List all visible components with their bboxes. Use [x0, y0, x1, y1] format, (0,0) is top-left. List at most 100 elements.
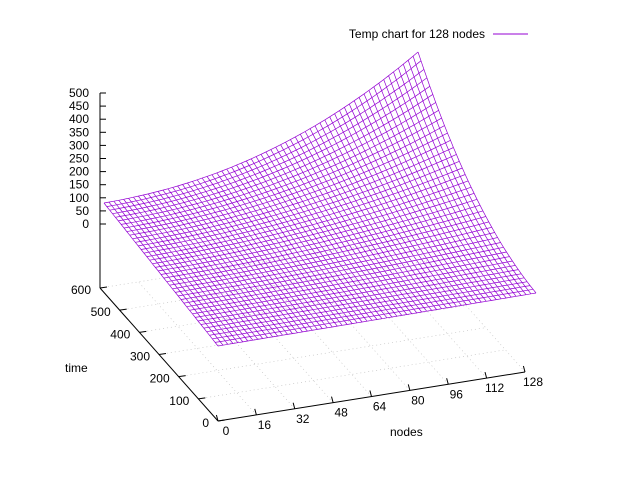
surface-line-nodes [162, 189, 278, 337]
surface-line-nodes [280, 144, 398, 317]
y-tick-mark [99, 286, 108, 289]
z-tick-label: 350 [69, 125, 89, 139]
surface-line-time [109, 69, 425, 211]
x-tick-label: 0 [223, 424, 230, 438]
surface-line-nodes [118, 200, 234, 344]
axes [99, 92, 526, 422]
legend: Temp chart for 128 nodes [349, 27, 528, 41]
surface-line-nodes [388, 75, 507, 299]
surface-line-nodes [255, 156, 373, 321]
surface-line-nodes [407, 60, 527, 295]
surface-line-nodes [412, 55, 532, 295]
surface-line-nodes [246, 160, 363, 323]
z-tick-label: 500 [69, 86, 89, 100]
x-tick-mark [446, 378, 449, 385]
y-tick-mark [198, 397, 206, 400]
surface-line-nodes [196, 179, 313, 331]
surface-line-nodes [147, 193, 263, 339]
surface-line-nodes [348, 103, 467, 305]
surface-mesh [103, 51, 537, 347]
z-tick-label: 0 [82, 217, 89, 231]
surface-line-nodes [128, 198, 244, 343]
tick-labels: 0 16 32 48 64 80 96 112 128010020030040050060005… [69, 86, 543, 438]
surface-line-time [106, 60, 422, 207]
surface-line-nodes [250, 158, 368, 322]
surface-line-nodes [383, 79, 502, 300]
surface-line-nodes [299, 134, 418, 314]
z-tick-label: 200 [69, 165, 89, 179]
surface-line-nodes [133, 196, 249, 342]
y-tick-mark [178, 375, 186, 378]
x-tick-mark [407, 384, 411, 391]
surface-line-nodes [216, 172, 333, 328]
surface-line-nodes [402, 63, 522, 296]
surface-line-nodes [177, 185, 293, 334]
surface-line-nodes [329, 116, 447, 309]
surface-line-nodes [339, 110, 457, 307]
surface-line-nodes [187, 182, 303, 333]
surface-line-nodes [211, 174, 328, 329]
surface-line-time [197, 265, 516, 322]
surface-line-nodes [270, 149, 388, 319]
surface-line-nodes [167, 188, 283, 336]
surface-line-nodes [172, 187, 288, 335]
x-tick-label: 96 [450, 387, 464, 401]
surface-line-nodes [309, 128, 427, 312]
surface-line-nodes [314, 125, 432, 311]
x-tick-label: 48 [334, 406, 348, 420]
surface-line-nodes [113, 200, 229, 345]
surface-line-nodes [393, 71, 512, 298]
y-tick-mark [217, 419, 226, 422]
y-tick-label: 600 [71, 283, 91, 297]
surface-line-nodes [241, 162, 358, 324]
x-tick-mark [331, 396, 334, 403]
surface-line-nodes [231, 167, 348, 325]
surface-line-nodes [334, 113, 452, 308]
z-tick-label: 400 [69, 112, 89, 126]
y-tick-label: 200 [150, 372, 170, 386]
x-tick-mark [292, 402, 296, 409]
z-tick-label: 250 [69, 152, 89, 166]
surface-line-nodes [157, 191, 273, 338]
surface-line-time [195, 260, 513, 318]
surface-line-nodes [344, 107, 462, 306]
surface-line-nodes [363, 93, 482, 303]
surface-line-nodes [221, 170, 338, 327]
surface-line-nodes [192, 181, 308, 332]
surface-line-nodes [260, 154, 378, 320]
z-tick-label: 300 [69, 138, 89, 152]
surface-line-nodes [108, 201, 224, 346]
z-tick-label: 50 [76, 204, 90, 218]
grid-line-y [178, 327, 486, 377]
y-tick-label: 0 [202, 416, 209, 430]
surface-line-nodes [182, 184, 298, 334]
surface-line-nodes [324, 119, 442, 309]
legend-label: Temp chart for 128 nodes [349, 27, 485, 41]
surface-line-nodes [201, 177, 318, 330]
z-tick-label: 450 [69, 99, 89, 113]
x-axis-label: nodes [390, 425, 423, 439]
surface-line-nodes [275, 147, 393, 318]
z-tick-label: 100 [69, 191, 89, 205]
grid-line-x [406, 238, 526, 373]
y-tick-mark [119, 308, 127, 311]
surface-line-nodes [103, 202, 219, 347]
surface-line-nodes [353, 100, 472, 305]
x-tick-mark [254, 408, 257, 416]
y-tick-mark [158, 353, 167, 355]
y-tick-label: 300 [130, 350, 150, 364]
y-axis-label: time [65, 361, 88, 375]
x-tick-mark [369, 390, 372, 397]
surface-line-nodes [373, 86, 492, 301]
surface-line-nodes [304, 131, 422, 313]
y-tick-label: 500 [91, 305, 111, 319]
x-tick-label: 128 [523, 375, 543, 389]
surface-line-nodes [138, 195, 254, 341]
x-tick-label: 112 [485, 381, 504, 395]
surface-line-nodes [417, 51, 537, 294]
surface-line-nodes [398, 67, 517, 297]
surface-line-nodes [294, 136, 413, 314]
y-tick-label: 400 [110, 327, 130, 341]
surface-line-nodes [378, 83, 497, 300]
